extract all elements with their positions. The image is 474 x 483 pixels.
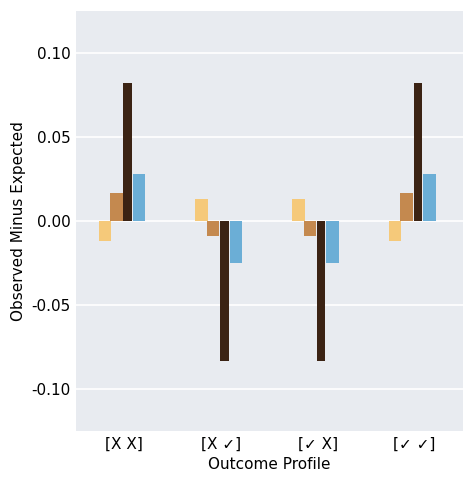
Bar	[133, 174, 146, 221]
X-axis label: Outcome Profile: Outcome Profile	[208, 457, 330, 472]
Bar	[317, 221, 326, 361]
Bar	[304, 221, 316, 236]
Bar	[292, 199, 305, 221]
Bar	[401, 193, 413, 221]
Bar	[195, 199, 208, 221]
Bar	[327, 221, 339, 263]
Bar	[207, 221, 219, 236]
Bar	[220, 221, 228, 361]
Bar	[110, 193, 123, 221]
Bar	[423, 174, 436, 221]
Bar	[123, 84, 132, 221]
Bar	[413, 84, 422, 221]
Bar	[230, 221, 242, 263]
Bar	[99, 221, 111, 242]
Bar	[389, 221, 401, 242]
Y-axis label: Observed Minus Expected: Observed Minus Expected	[11, 121, 26, 321]
